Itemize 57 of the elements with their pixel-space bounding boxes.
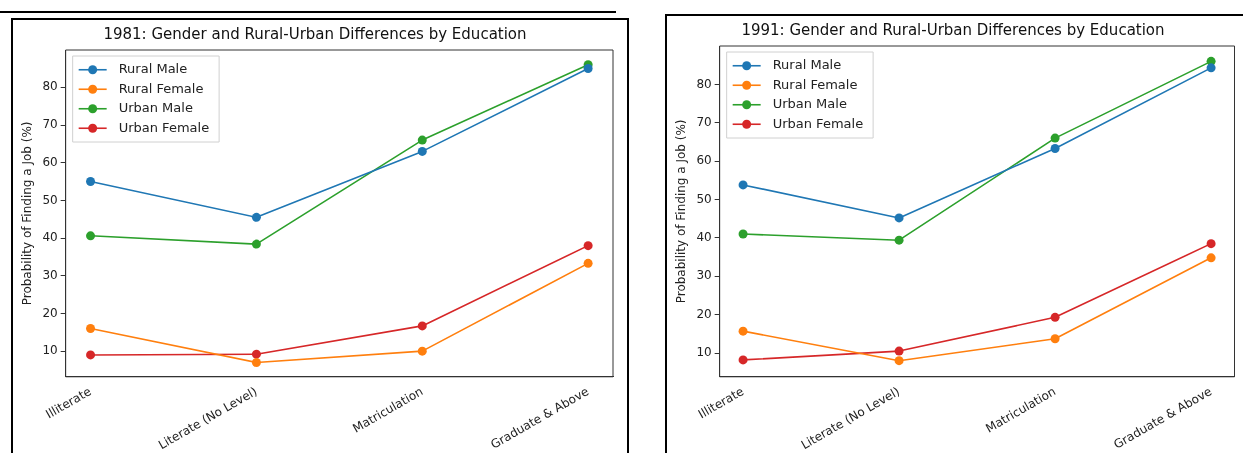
point [251,349,261,359]
point [86,177,96,187]
legend-label: Urban Female [772,115,864,131]
y-tick-label: 50 [42,192,58,207]
y-tick-label: 60 [42,154,58,169]
y-tick-label: 20 [696,306,712,321]
point [738,229,748,239]
y-tick-label: 10 [42,343,58,358]
point [1206,63,1216,73]
legend-label: Urban Male [772,96,847,112]
point [1206,253,1216,263]
chart-title: 1981: Gender and Rural-Urban Differences by Education [103,24,527,43]
point [417,146,427,156]
legend-label: Rural Female [118,80,204,96]
y-tick-label: 80 [42,79,58,94]
y-tick-label: 60 [696,153,712,168]
point [894,346,904,356]
point [1050,143,1060,153]
point [583,258,593,268]
y-tick-label: 40 [696,230,712,244]
point [1050,133,1060,143]
point [1050,334,1060,344]
y-tick-label: 30 [696,268,712,283]
point [894,356,904,366]
y-tick-label: 20 [42,305,58,320]
point [583,241,593,251]
point [738,355,748,365]
point [251,239,261,249]
y-tick-label: 70 [696,114,712,129]
point [86,231,96,241]
point [1206,239,1216,249]
point [86,324,96,334]
point [738,326,748,336]
legend-label: Urban Female [118,119,210,135]
y-tick-label: 30 [42,267,58,282]
y-tick-label: 70 [42,117,58,132]
y-axis-title: Probability of Finding a Job (%) [674,119,689,304]
legend-label: Rural Male [118,61,188,77]
point [417,346,427,356]
point [417,321,427,331]
legend-label: Rural Male [772,57,842,73]
point [86,350,96,360]
point [251,357,261,367]
legend-label: Urban Male [118,100,193,116]
point [894,235,904,245]
chart-title: 1991: Gender and Rural-Urban Differences by Education [741,20,1165,39]
y-tick-label: 40 [42,230,58,245]
y-tick-label: 80 [696,76,712,91]
y-tick-label: 10 [696,345,712,360]
y-axis-title: Probability of Finding a Job (%) [20,121,35,306]
point [1050,312,1060,322]
legend-label: Rural Female [772,76,858,92]
point [738,180,748,190]
point [417,135,427,145]
y-tick-label: 50 [696,191,712,206]
point [251,212,261,222]
point [894,213,904,223]
